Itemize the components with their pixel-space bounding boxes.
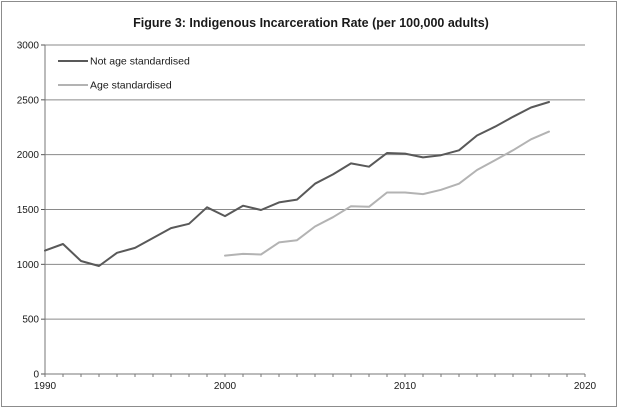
x-tick-label-2010: 2010 (394, 381, 417, 392)
x-tick-label-2000: 2000 (214, 381, 237, 392)
y-tick-label-2500: 2500 (17, 95, 40, 106)
grid-lines (45, 44, 585, 320)
series-line-2 (224, 130, 550, 257)
legend-label-2: Age standardised (90, 80, 172, 92)
x-tick-label-2020: 2020 (574, 381, 597, 392)
y-tick-label-500: 500 (22, 315, 39, 326)
y-tick-label-1000: 1000 (17, 260, 40, 271)
legend-label-1: Not age standardised (90, 56, 190, 68)
chart-title: Figure 3: Indigenous Incarceration Rate … (133, 16, 489, 30)
series-lines (44, 101, 550, 267)
y-tick-label-0: 0 (33, 370, 39, 381)
chart-frame (1, 1, 617, 407)
y-tick-label-1500: 1500 (17, 205, 40, 216)
y-tick-label-2000: 2000 (17, 150, 40, 161)
y-tick-label-3000: 3000 (17, 41, 40, 52)
series-line-1 (44, 101, 550, 267)
x-tick-label-1990: 1990 (34, 381, 57, 392)
legend: Not age standardised Age standardised (58, 56, 190, 92)
axes: 0 500 1000 1500 2000 2500 3000 1990 2000 2010 2020 (17, 41, 597, 393)
